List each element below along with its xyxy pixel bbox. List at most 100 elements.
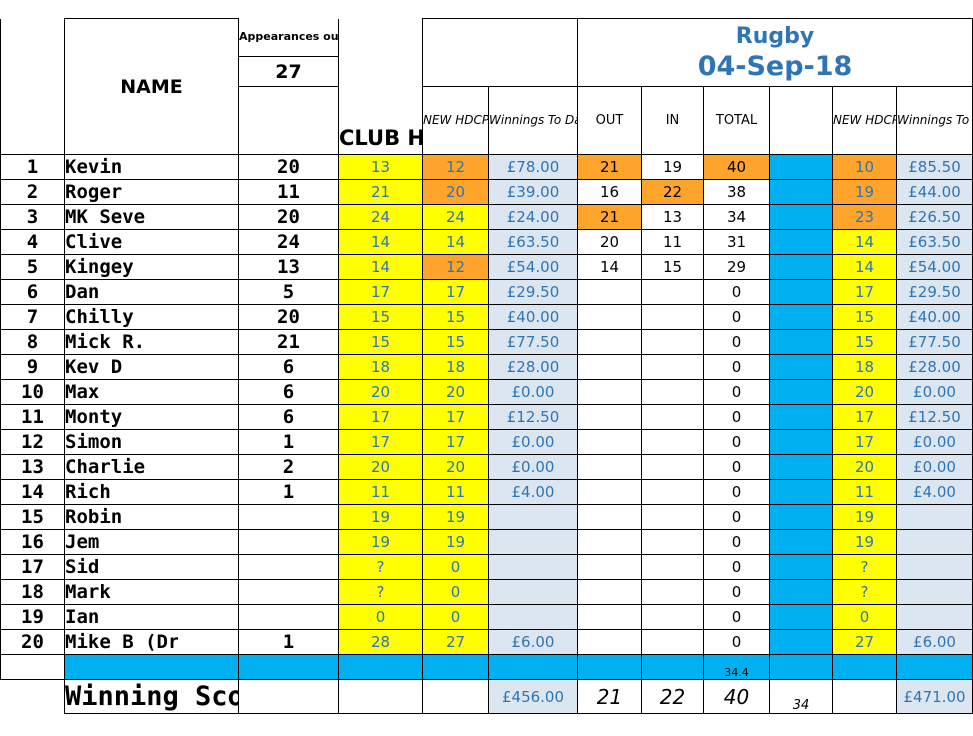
winnings-2-header: Winnings To Date: [895, 86, 973, 155]
table-row: 1 Kevin 20 13 12 £78.00 21 19 40 10 £85.50: [0, 154, 973, 180]
separator-cell: [238, 654, 339, 680]
in-score: [641, 554, 704, 580]
winnings-2: [895, 554, 973, 580]
in-score: [641, 329, 704, 355]
out-score: [577, 404, 642, 430]
total-score: 0: [703, 504, 770, 530]
winnings-2: £0.00: [895, 379, 973, 405]
total-score: 0: [703, 279, 770, 305]
player-name: Rich: [64, 479, 178, 505]
footer-in: 22: [641, 679, 704, 714]
footer-total: 40: [703, 679, 770, 714]
club-hcp: 17: [338, 429, 423, 455]
player-name: Kev D: [64, 354, 178, 380]
name-gap: [177, 179, 239, 205]
winnings: £0.00: [488, 454, 578, 480]
club-hcp: ?: [338, 554, 423, 580]
in-score: [641, 404, 704, 430]
extra-cell: [769, 529, 833, 555]
appearances: 20: [238, 154, 339, 180]
club-hcp: ?: [338, 579, 423, 605]
out-score: [577, 629, 642, 655]
name-gap: [177, 579, 239, 605]
extra-cell: [769, 229, 833, 255]
footer-out: 21: [577, 679, 642, 714]
winnings-2: £44.00: [895, 179, 973, 205]
out-score: [577, 279, 642, 305]
appearances: 1: [238, 629, 339, 655]
name-gap: [177, 254, 239, 280]
extra-cell: [769, 454, 833, 480]
appearances: [238, 529, 339, 555]
winnings-2: [895, 604, 973, 630]
winnings: £0.00: [488, 379, 578, 405]
separator-cell: [0, 654, 65, 680]
winnings: £77.50: [488, 329, 578, 355]
club-hcp: 13: [338, 154, 423, 180]
new-hdcp: 15: [422, 329, 489, 355]
club-hcp: 19: [338, 529, 423, 555]
new-hdcp-2: 14: [832, 229, 897, 255]
extra-cell: [769, 154, 833, 180]
extra-cell: [769, 554, 833, 580]
separator-cell: [832, 654, 897, 680]
club-hcp: 11: [338, 479, 423, 505]
winnings-2: £28.00: [895, 354, 973, 380]
new-hdcp-2: 10: [832, 154, 897, 180]
club-hcp: 20: [338, 454, 423, 480]
new-hdcp: 19: [422, 529, 489, 555]
appearances: 20: [238, 204, 339, 230]
in-score: 22: [641, 179, 704, 205]
total-score: 0: [703, 529, 770, 555]
new-hdcp: 17: [422, 429, 489, 455]
winnings-2: £0.00: [895, 429, 973, 455]
table-row: 5 Kingey 13 14 12 £54.00 14 15 29 14 £54.00: [0, 254, 973, 280]
out-score: [577, 329, 642, 355]
corner-cell: [0, 18, 65, 155]
new-hdcp-2: 15: [832, 329, 897, 355]
new-hdcp-2: 19: [832, 179, 897, 205]
total-score: 0: [703, 579, 770, 605]
out-score: [577, 529, 642, 555]
appearances: 6: [238, 354, 339, 380]
club-hcp: 14: [338, 229, 423, 255]
in-score: 11: [641, 229, 704, 255]
new-hdcp: 15: [422, 304, 489, 330]
name-gap: [177, 404, 239, 430]
row-number: 13: [0, 454, 65, 480]
new-hdcp: 20: [422, 379, 489, 405]
winnings: [488, 579, 578, 605]
table-row: 10 Max 6 20 20 £0.00 0 20 £0.00: [0, 379, 973, 405]
in-score: [641, 504, 704, 530]
name-gap: [177, 429, 239, 455]
row-number: 10: [0, 379, 65, 405]
event-header: Rugby 04-Sep-18: [576, 18, 973, 87]
row-number: 20: [0, 629, 65, 655]
name-gap: [177, 279, 239, 305]
winnings: £24.00: [488, 204, 578, 230]
in-score: [641, 279, 704, 305]
winnings: £12.50: [488, 404, 578, 430]
row-number: 8: [0, 329, 65, 355]
table-row: 16 Jem 19 19 0 19: [0, 529, 973, 555]
extra-cell: [769, 429, 833, 455]
winnings: £40.00: [488, 304, 578, 330]
club-hcp: 0: [338, 604, 423, 630]
total-score: 31: [703, 229, 770, 255]
table-row: 12 Simon 1 17 17 £0.00 0 17 £0.00: [0, 429, 973, 455]
new-hdcp: 19: [422, 504, 489, 530]
row-number: 12: [0, 429, 65, 455]
winnings: [488, 504, 578, 530]
out-score: [577, 429, 642, 455]
player-name: Monty: [64, 404, 178, 430]
winnings: £54.00: [488, 254, 578, 280]
appearances: [238, 504, 339, 530]
winnings-2: £4.00: [895, 479, 973, 505]
new-hdcp: 0: [422, 604, 489, 630]
row-number: 18: [0, 579, 65, 605]
total-score: 38: [703, 179, 770, 205]
separator-cell: [577, 654, 642, 680]
total-score: 0: [703, 404, 770, 430]
name-gap: [177, 604, 239, 630]
